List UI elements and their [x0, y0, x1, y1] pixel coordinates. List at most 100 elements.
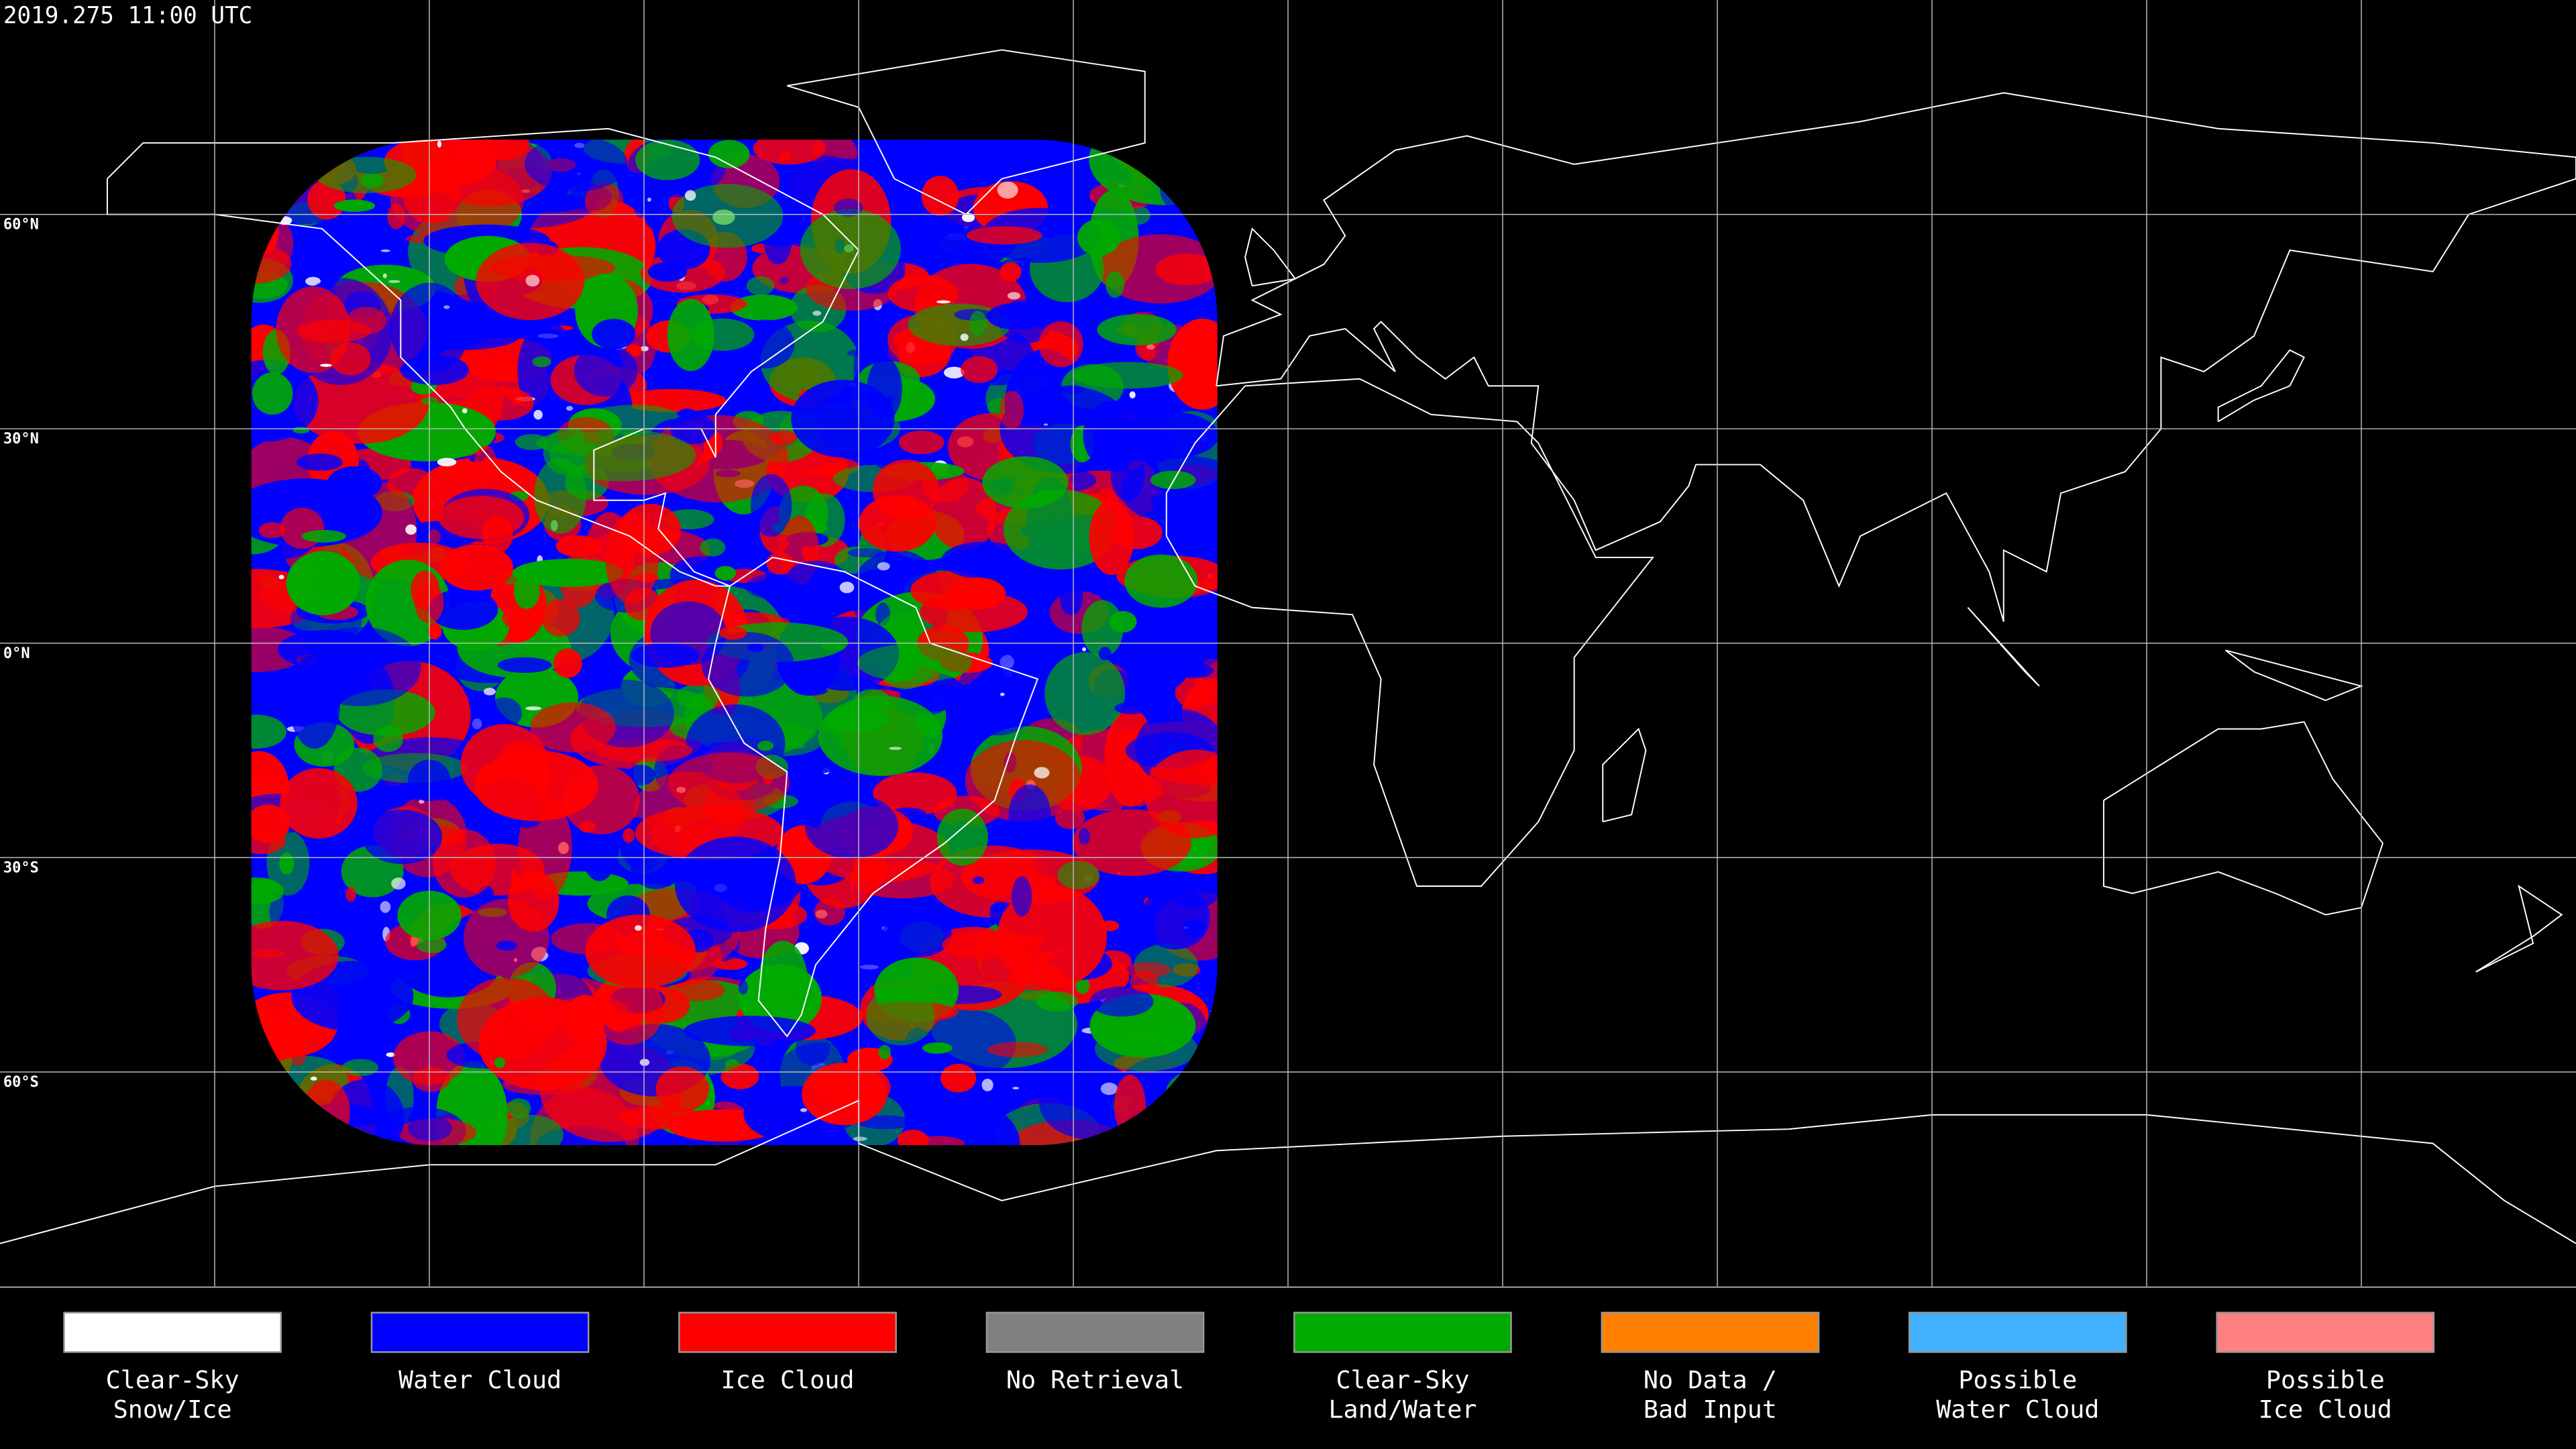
cloud-patch — [532, 356, 551, 368]
cloud-patch — [674, 836, 796, 932]
cloud-patch — [1098, 234, 1218, 304]
cloud-patch — [362, 810, 443, 865]
cloud-patch — [515, 433, 549, 450]
cloud-patch — [1089, 986, 1154, 1017]
legend-label: Bad Input — [1644, 1395, 1777, 1424]
cloud-patch — [373, 725, 403, 752]
cloud-patch — [280, 507, 325, 549]
cloud-patch — [857, 1115, 913, 1130]
cloud-patch — [867, 358, 902, 421]
cloud-patch — [412, 1066, 450, 1092]
cloud-patch — [525, 140, 628, 192]
cloud-patch — [1034, 767, 1050, 779]
cloud-patch — [305, 276, 321, 286]
latitude-label: 60°S — [3, 1074, 39, 1091]
coastline — [1216, 92, 2576, 622]
coastline — [2217, 349, 2306, 423]
cloud-patch — [889, 747, 902, 750]
legend-swatch — [678, 1311, 897, 1353]
cloud-patch — [496, 941, 517, 951]
coastline — [0, 1099, 2576, 1244]
legend-label: Snow/Ice — [113, 1395, 232, 1424]
cloud-patch — [972, 876, 985, 885]
legend-swatch — [1293, 1311, 1512, 1353]
cloud-patch — [635, 140, 700, 180]
cloud-patch — [818, 696, 943, 776]
cloud-patch — [380, 249, 390, 252]
legend-swatch — [63, 1311, 282, 1353]
cloud-patch — [941, 541, 1027, 579]
legend-swatch — [985, 1311, 1205, 1353]
cloud-patch — [820, 643, 845, 651]
cloud-mask-image — [251, 140, 1218, 1145]
cloud-patch — [1008, 962, 1063, 991]
cloud-patch — [474, 445, 498, 485]
cloud-patch — [502, 1074, 585, 1095]
cloud-patch — [960, 356, 998, 383]
cloud-patch — [278, 574, 284, 580]
cloud-patch — [421, 396, 439, 405]
latitude-label: 0°N — [3, 645, 30, 662]
cloud-patch — [1043, 423, 1049, 426]
cloud-patch — [310, 1076, 317, 1081]
legend-label: Clear-Sky — [1336, 1365, 1469, 1394]
cloud-patch — [866, 987, 935, 1046]
latitude-label: 60°N — [3, 217, 39, 233]
cloud-patch — [279, 852, 294, 875]
cloud-patch — [1057, 861, 1099, 890]
cloud-patch — [997, 181, 1018, 199]
legend-label: Land/Water — [1328, 1395, 1477, 1424]
cloud-patch — [1124, 554, 1198, 608]
cloud-patch — [941, 1063, 977, 1093]
legend-label: Possible — [2266, 1365, 2385, 1394]
legend-swatch — [370, 1311, 590, 1353]
cloud-patch — [496, 1114, 564, 1145]
cloud-patch — [497, 657, 552, 674]
cloud-patch — [982, 456, 1069, 509]
cloud-patch — [439, 544, 513, 591]
cloud-patch — [847, 349, 873, 357]
cloud-patch — [956, 654, 1040, 736]
cloud-patch — [1114, 702, 1147, 714]
cloud-patch — [708, 140, 750, 168]
cloud-patch — [877, 562, 890, 571]
cloud-patch — [783, 560, 849, 606]
cloud-patch — [443, 305, 450, 309]
coastline — [1165, 378, 1654, 887]
cloud-patch — [427, 622, 442, 640]
cloud-patch — [878, 1044, 891, 1060]
cloud-patch — [842, 387, 864, 400]
cloud-patch — [898, 430, 945, 455]
cloud-patch — [942, 931, 1018, 959]
cloud-patch — [330, 342, 371, 376]
cloud-patch — [1079, 828, 1090, 845]
cloud-patch — [579, 820, 596, 833]
cloud-patch — [639, 1059, 650, 1066]
cloud-patch — [512, 559, 624, 587]
cloud-patch — [1012, 1087, 1020, 1089]
cloud-patch — [530, 702, 616, 753]
cloud-patch — [280, 768, 358, 839]
cloud-patch — [482, 515, 513, 553]
cloud-patch — [574, 344, 638, 397]
coastline — [106, 127, 860, 587]
cloud-patch — [738, 979, 748, 995]
cloud-patch — [1075, 977, 1090, 994]
cloud-patch — [850, 860, 955, 899]
cloud-patch — [315, 156, 417, 193]
legend-label: Ice Cloud — [2259, 1395, 2392, 1424]
latitude-label: 30°S — [3, 859, 39, 876]
cloud-patch — [640, 345, 649, 352]
cloud-patch — [1106, 271, 1124, 298]
cloud-patch — [1129, 391, 1136, 399]
cloud-patch — [922, 1042, 953, 1054]
cloud-patch — [804, 794, 899, 859]
cloud-patch — [525, 706, 542, 710]
cloud-patch — [541, 599, 580, 637]
cloud-patch — [1098, 647, 1112, 661]
cloud-patch — [1008, 576, 1058, 596]
cloud-patch — [465, 386, 534, 421]
cloud-patch — [996, 152, 1034, 188]
cloud-patch — [382, 273, 387, 278]
